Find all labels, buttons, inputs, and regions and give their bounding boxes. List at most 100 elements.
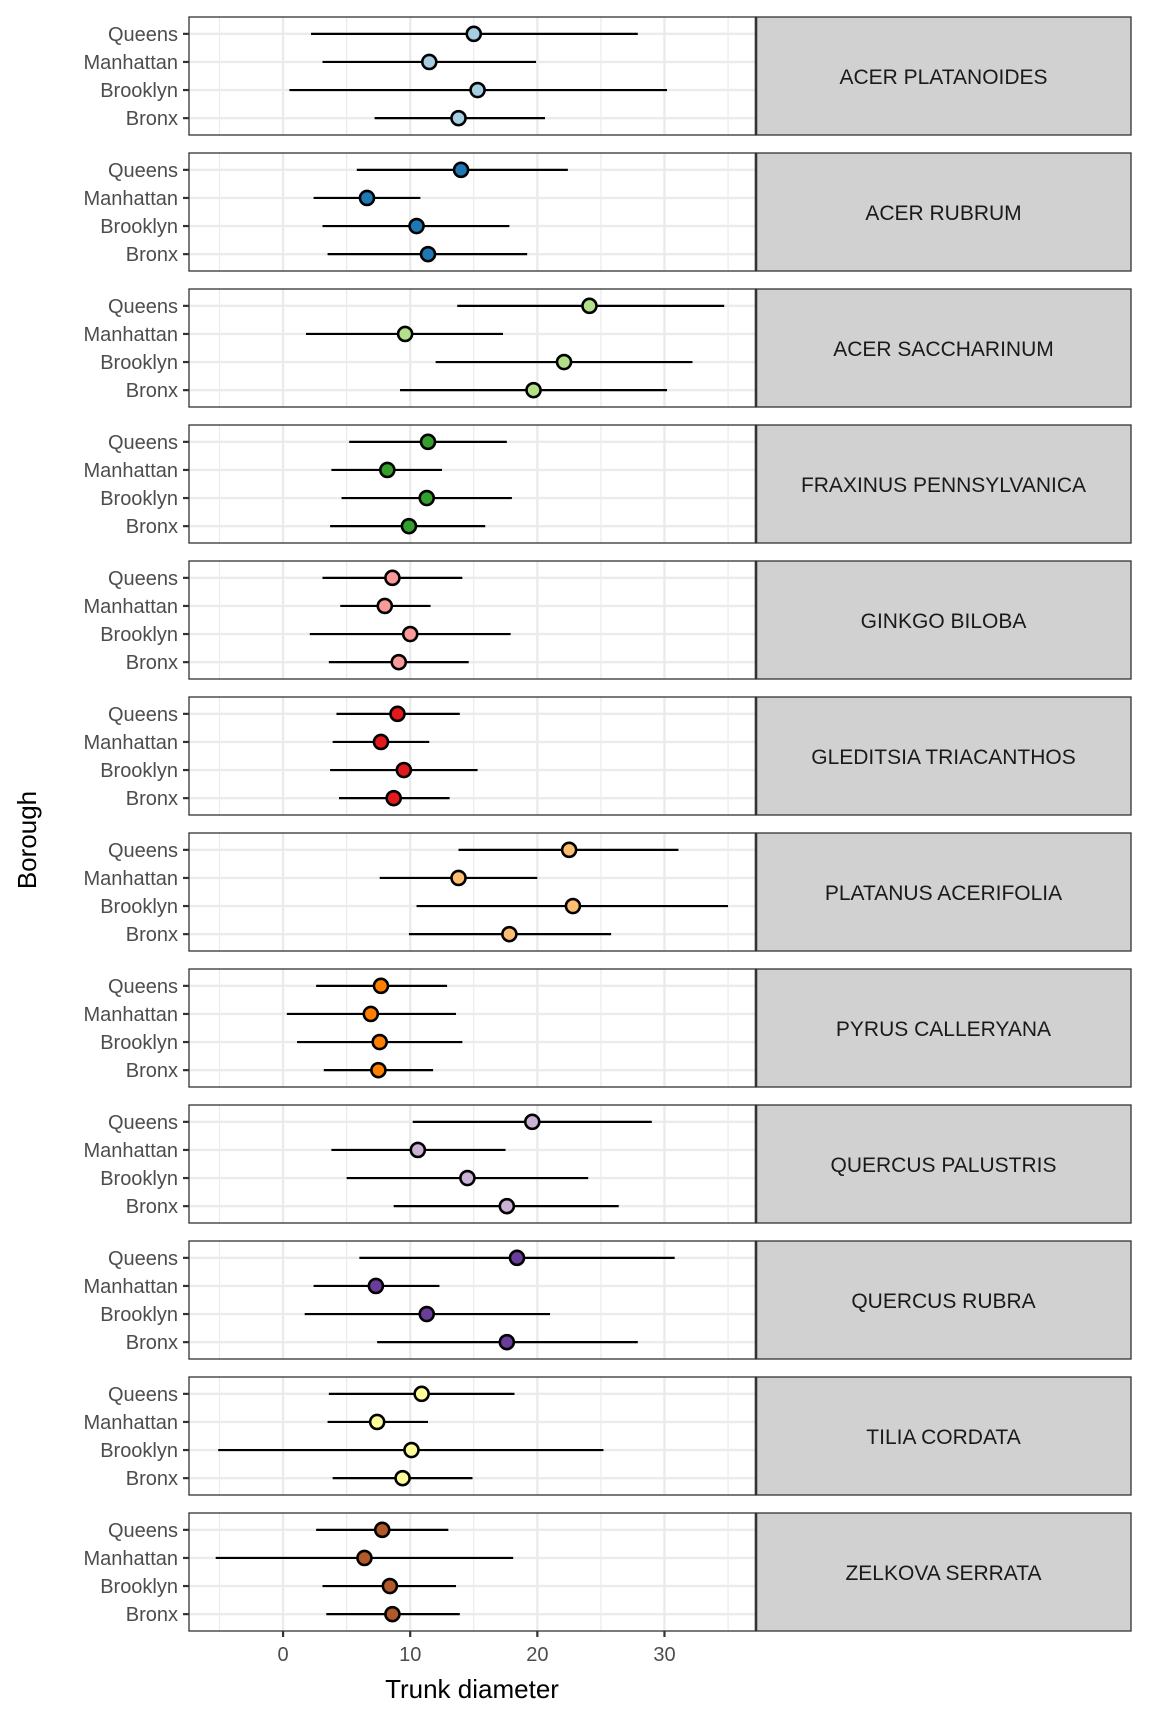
point-range <box>377 1333 638 1351</box>
facet-label: FRAXINUS PENNSYLVANICA <box>801 474 1086 497</box>
data-point <box>450 869 467 887</box>
data-point <box>452 161 470 179</box>
point-range <box>332 1469 473 1487</box>
facet-label: GINKGO BILOBA <box>861 610 1027 633</box>
y-axis-title: Borough <box>12 791 42 889</box>
point-range <box>286 1005 456 1023</box>
facet-panel: Queens Manhattan Brooklyn Bronx ACER RUBRUM <box>83 152 1132 272</box>
data-point <box>523 1113 541 1131</box>
data-point <box>358 189 376 207</box>
point-range <box>322 53 537 71</box>
y-tick-label: Manhattan <box>83 1140 178 1162</box>
data-point <box>525 381 542 399</box>
y-tick-label: Bronx <box>126 788 178 810</box>
point-range <box>400 381 668 399</box>
facet-panel: Queens Manhattan Brooklyn Bronx ACER SACCHAR… <box>83 288 1132 408</box>
point-range <box>323 1061 434 1079</box>
point-range <box>356 161 568 179</box>
x-tick-label: 10 <box>399 1644 421 1666</box>
point-range <box>457 297 725 315</box>
y-tick-label: Manhattan <box>83 1412 178 1434</box>
facet-strip <box>755 1240 1132 1360</box>
y-tick-label: Brooklyn <box>100 896 178 918</box>
facet-panel: Queens Manhattan Brooklyn Bronx PYRUS CALLER… <box>83 968 1132 1088</box>
data-point <box>367 1277 385 1295</box>
point-range <box>416 897 729 915</box>
point-range <box>289 81 668 99</box>
y-tick-label: Bronx <box>126 516 178 538</box>
data-point <box>362 1005 380 1023</box>
data-point <box>396 325 414 343</box>
data-point <box>498 1197 516 1215</box>
y-tick-label: Manhattan <box>83 596 178 618</box>
point-range <box>393 1197 619 1215</box>
point-range <box>322 569 463 587</box>
facet-panel: Queens Manhattan Brooklyn Bronx GINKGO BILOB… <box>83 560 1132 680</box>
data-point <box>498 1333 516 1351</box>
data-point <box>581 297 598 315</box>
y-tick-label: Queens <box>108 840 178 862</box>
data-point <box>508 1249 526 1267</box>
point-range <box>304 1305 551 1323</box>
point-range <box>341 489 512 507</box>
data-point <box>419 245 437 263</box>
facet-strip <box>755 968 1132 1088</box>
data-point <box>419 433 437 451</box>
y-tick-label: Bronx <box>126 244 178 266</box>
data-point <box>408 217 425 235</box>
y-tick-label: Manhattan <box>83 1548 178 1570</box>
data-point <box>564 897 582 915</box>
data-point <box>418 1305 436 1323</box>
facet-panel: Queens Manhattan Brooklyn Bronx ACER PLATANO… <box>83 16 1132 136</box>
point-range <box>316 1521 449 1539</box>
data-point <box>465 25 483 43</box>
y-tick-label: Manhattan <box>83 732 178 754</box>
point-range <box>327 1413 429 1431</box>
data-point <box>418 489 436 507</box>
y-tick-label: Manhattan <box>83 460 178 482</box>
point-range <box>328 1385 515 1403</box>
y-tick-label: Bronx <box>126 380 178 402</box>
data-point <box>450 109 467 127</box>
point-range <box>215 1549 514 1567</box>
y-tick-label: Queens <box>108 160 178 182</box>
data-point <box>390 653 408 671</box>
facet-panel: Queens Manhattan Brooklyn Bronx QUERCUS RUBR… <box>83 1240 1132 1360</box>
y-tick-label: Manhattan <box>83 1004 178 1026</box>
data-point <box>389 705 406 723</box>
point-range <box>322 1577 456 1595</box>
y-tick-label: Queens <box>108 704 178 726</box>
y-tick-label: Bronx <box>126 1332 178 1354</box>
data-point <box>400 517 418 535</box>
facet-panel: Queens Manhattan Brooklyn Bronx FRAXINUS PEN… <box>83 424 1132 544</box>
data-point <box>384 1605 401 1623</box>
point-range <box>379 869 538 887</box>
point-range <box>346 1169 589 1187</box>
point-range <box>435 353 693 371</box>
facet-label: ACER SACCHARINUM <box>833 338 1054 361</box>
y-tick-label: Brooklyn <box>100 1576 178 1598</box>
point-range <box>331 461 442 479</box>
data-point <box>376 597 394 615</box>
facet-label: PYRUS CALLERYANA <box>836 1018 1051 1041</box>
point-range <box>322 217 510 235</box>
y-tick-label: Manhattan <box>83 1276 178 1298</box>
y-tick-label: Brooklyn <box>100 624 178 646</box>
point-range <box>412 1113 652 1131</box>
y-tick-label: Brooklyn <box>100 352 178 374</box>
data-point <box>372 733 390 751</box>
data-point <box>403 1441 420 1459</box>
y-tick-label: Bronx <box>126 1196 178 1218</box>
data-point <box>384 569 401 587</box>
point-range <box>218 1441 604 1459</box>
y-tick-label: Bronx <box>126 1468 178 1490</box>
y-tick-label: Brooklyn <box>100 760 178 782</box>
x-tick-label: 0 <box>278 1644 289 1666</box>
facet-strip <box>755 1512 1132 1632</box>
data-point <box>560 841 578 859</box>
y-tick-label: Manhattan <box>83 188 178 210</box>
facet-strip <box>755 832 1132 952</box>
data-point <box>420 53 438 71</box>
y-tick-label: Bronx <box>126 1604 178 1626</box>
data-point <box>555 353 573 371</box>
